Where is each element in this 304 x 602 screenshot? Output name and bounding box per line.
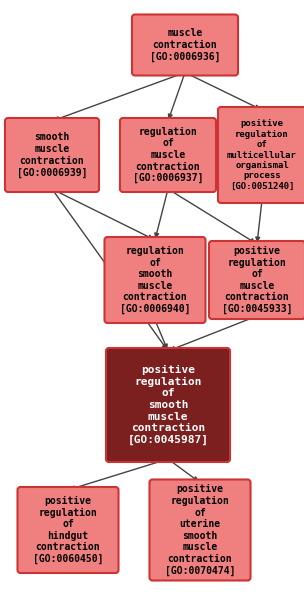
- FancyBboxPatch shape: [106, 348, 230, 462]
- Text: muscle
contraction
[GO:0006936]: muscle contraction [GO:0006936]: [150, 28, 220, 62]
- FancyBboxPatch shape: [120, 118, 216, 192]
- FancyBboxPatch shape: [18, 487, 119, 573]
- FancyBboxPatch shape: [5, 118, 99, 192]
- Text: regulation
of
smooth
muscle
contraction
[GO:0006940]: regulation of smooth muscle contraction …: [120, 246, 190, 314]
- Text: regulation
of
muscle
contraction
[GO:0006937]: regulation of muscle contraction [GO:000…: [133, 126, 203, 184]
- FancyBboxPatch shape: [209, 241, 304, 319]
- Text: smooth
muscle
contraction
[GO:0006939]: smooth muscle contraction [GO:0006939]: [17, 132, 87, 178]
- FancyBboxPatch shape: [105, 237, 206, 323]
- Text: positive
regulation
of
smooth
muscle
contraction
[GO:0045987]: positive regulation of smooth muscle con…: [127, 365, 209, 445]
- Text: positive
regulation
of
muscle
contraction
[GO:0045933]: positive regulation of muscle contractio…: [222, 246, 292, 314]
- Text: positive
regulation
of
hindgut
contraction
[GO:0060450]: positive regulation of hindgut contracti…: [33, 496, 103, 564]
- FancyBboxPatch shape: [132, 14, 238, 75]
- FancyBboxPatch shape: [150, 480, 250, 580]
- Text: positive
regulation
of
uterine
smooth
muscle
contraction
[GO:0070474]: positive regulation of uterine smooth mu…: [165, 484, 235, 576]
- FancyBboxPatch shape: [218, 107, 304, 203]
- Text: positive
regulation
of
multicellular
organismal
process
[GO:0051240]: positive regulation of multicellular org…: [227, 119, 297, 191]
